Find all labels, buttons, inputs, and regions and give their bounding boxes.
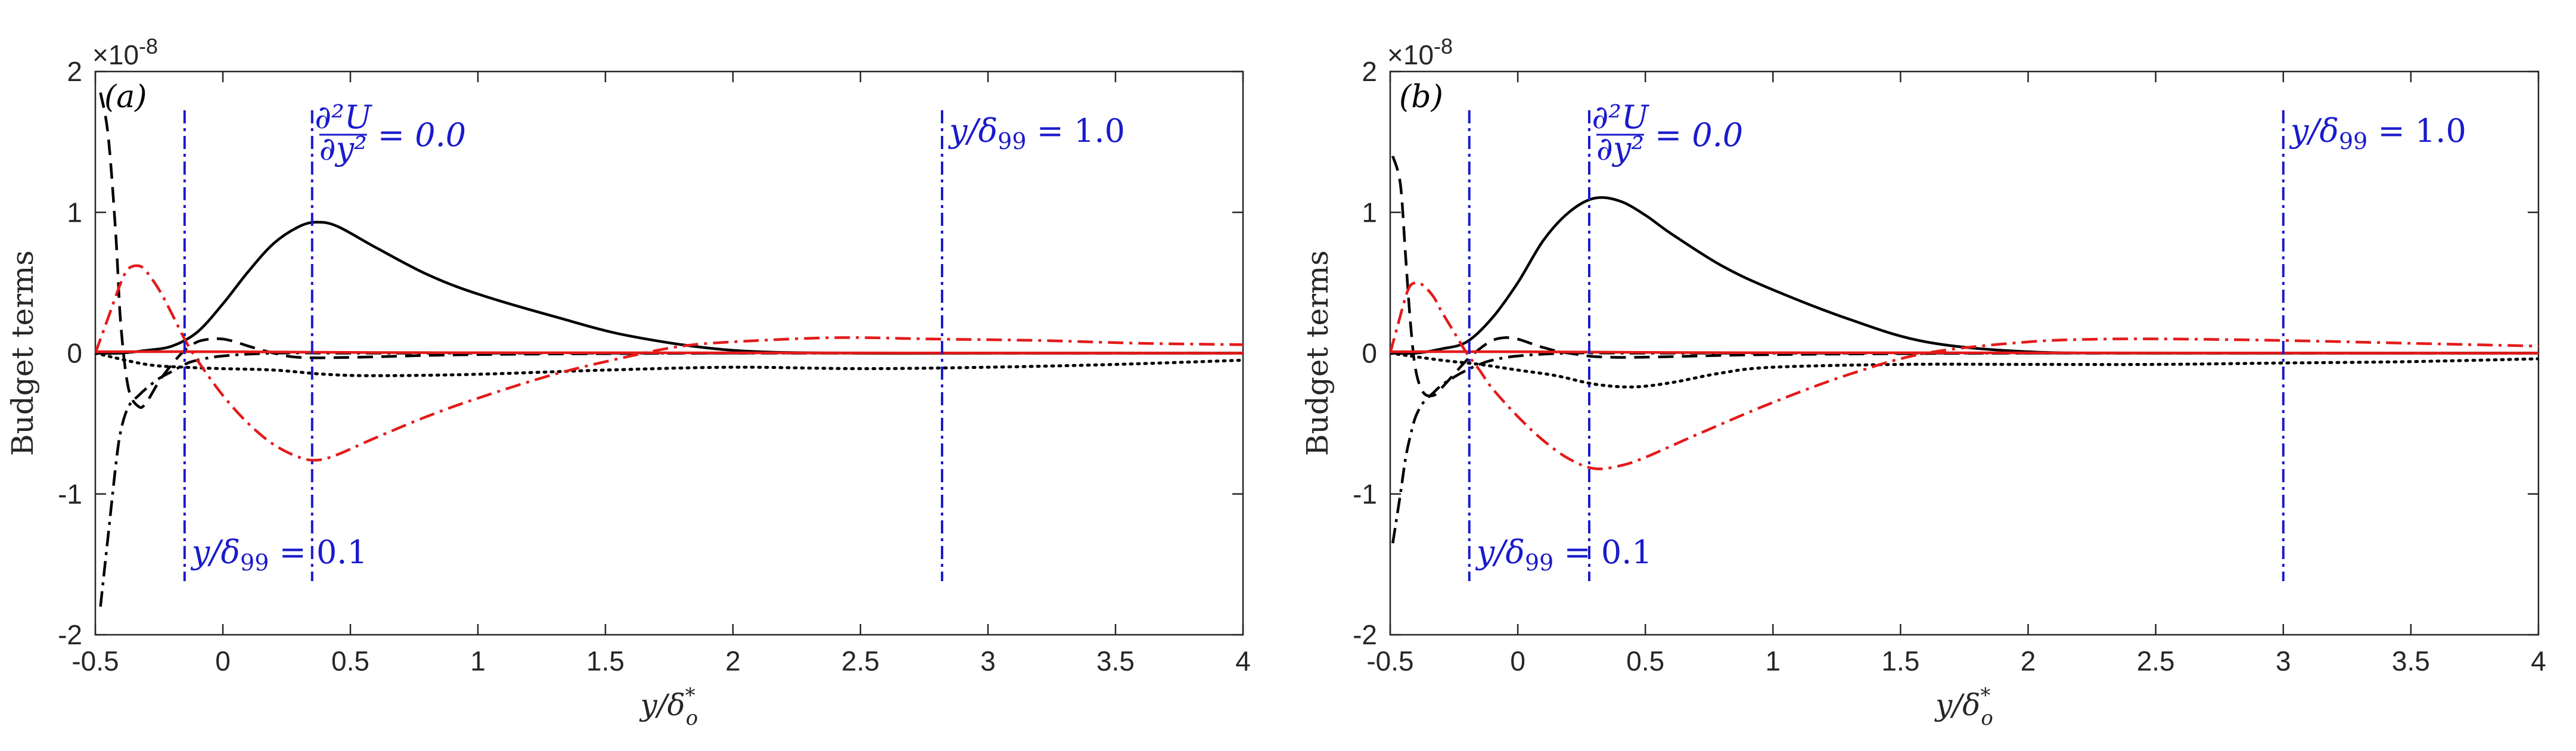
y-tick-label: -1 — [1353, 479, 1377, 510]
x-axis-label: y/δ* o — [639, 684, 698, 730]
series-black-dashed — [99, 92, 1243, 409]
x-tick-label: -0.5 — [72, 646, 119, 676]
svg-text:∂y²: ∂y² — [1596, 130, 1644, 167]
y-tick-label: -2 — [1353, 619, 1377, 650]
series-black-dashdot — [99, 351, 1243, 607]
x-tick-label: 2 — [2021, 646, 2036, 676]
series-red-dashdot — [95, 264, 1243, 462]
x-axis-label: y/δ* o — [1934, 684, 1993, 730]
x-tick-label: 0.5 — [1626, 646, 1664, 676]
x-tick-label: 1.5 — [1881, 646, 1919, 676]
svg-text:= 0.0: = 0.0 — [1655, 116, 1743, 154]
y-tick-label: 2 — [1362, 56, 1377, 87]
annot-d2u-a: ∂²U∂y² = 0.0 — [315, 98, 466, 167]
x-tick-label: 2 — [725, 646, 741, 676]
x-tick-label: 0 — [215, 646, 231, 676]
series-black-dashdot — [1391, 351, 2538, 544]
y-tick-label: 2 — [67, 56, 82, 87]
svg-text:∂²U: ∂²U — [315, 98, 372, 136]
x-tick-label: 3.5 — [2392, 646, 2430, 676]
x-tick-label: 2.5 — [2137, 646, 2175, 676]
series-red-solid — [95, 350, 1243, 355]
y-tick-label: 1 — [67, 197, 82, 228]
annot-y099-01-a: y/δ99 = 0.1 — [191, 533, 368, 576]
annot-y099-10-b: y/δ99 = 1.0 — [2289, 112, 2466, 154]
x-tick-label: 0 — [1510, 646, 1525, 676]
y-tick-label: 0 — [67, 338, 82, 369]
y-exponent-power: -8 — [1434, 34, 1453, 58]
x-tick-label: 1.5 — [586, 646, 624, 676]
panel-label: (b) — [1399, 79, 1443, 115]
panel-b: -0.5 0 0.5 1 1.5 2 2.5 3 3.5 4-2-1012×10-8Budget … — [1300, 34, 2546, 730]
y-axis-label: Budget terms — [1300, 250, 1335, 456]
y-tick-label: -1 — [58, 479, 82, 510]
annot-y099-01-b: y/δ99 = 0.1 — [1475, 533, 1652, 576]
plot-area — [95, 92, 1243, 607]
y-exponent-power: -8 — [139, 34, 158, 58]
series-black-dotted — [95, 352, 1243, 377]
x-tick-label: 4 — [2531, 646, 2546, 676]
x-tick-label: 3 — [980, 646, 996, 676]
x-tick-label: 1 — [470, 646, 486, 676]
y-tick-label: -2 — [58, 619, 82, 650]
series-black-dotted — [1390, 352, 2538, 389]
x-tick-label: 3 — [2276, 646, 2291, 676]
svg-text:= 0.0: = 0.0 — [378, 116, 466, 154]
plot-area — [1390, 156, 2538, 544]
annot-d2u-b: ∂²U∂y² = 0.0 — [1592, 98, 1743, 167]
y-tick-label: 0 — [1362, 338, 1377, 369]
svg-text:∂²U: ∂²U — [1592, 98, 1649, 136]
series-red-dashdot — [1390, 281, 2538, 470]
svg-text:∂y²: ∂y² — [319, 130, 367, 167]
series-red-solid — [1390, 350, 2538, 355]
x-tick-label: 1 — [1766, 646, 1781, 676]
x-tick-label: 0.5 — [331, 646, 369, 676]
x-tick-label: 2.5 — [841, 646, 880, 676]
x-tick-label: 4 — [1235, 646, 1251, 676]
x-tick-label: -0.5 — [1366, 646, 1413, 676]
annot-y099-10-a: y/δ99 = 1.0 — [948, 112, 1125, 154]
panel-a: -0.5 0 0.5 1 1.5 2 2.5 3 3.5 4-2-1012×10-8Budget … — [5, 34, 1251, 730]
x-tick-label: 3.5 — [1096, 646, 1135, 676]
panel-label: (a) — [104, 79, 147, 115]
y-tick-label: 1 — [1362, 197, 1377, 228]
y-axis-label: Budget terms — [5, 250, 40, 456]
